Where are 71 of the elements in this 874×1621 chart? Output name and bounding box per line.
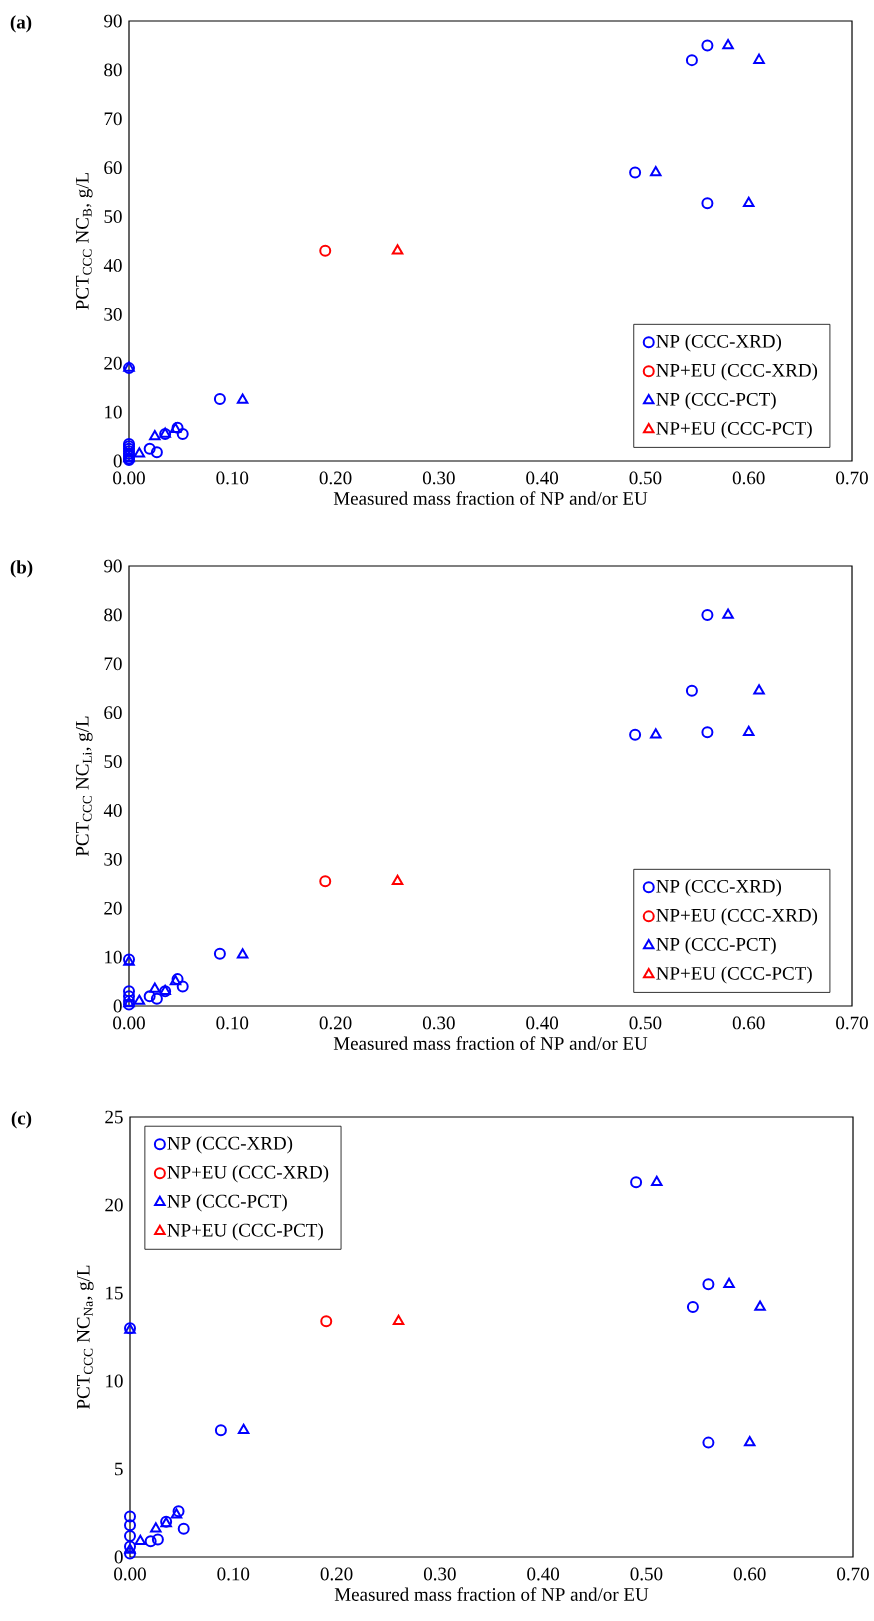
chart-title: (b) (10, 560, 33, 578)
x-tick-label: 0.00 (113, 471, 145, 485)
y-tick-label: 20 (104, 356, 122, 370)
legend-label: NP+EU (CCC-PCT) (656, 421, 812, 439)
x-tick-label: 0.10 (217, 1567, 250, 1581)
x-tick-label: 0.50 (629, 471, 662, 485)
y-tick-label: 50 (104, 210, 122, 223)
y-tick-label: 80 (104, 608, 122, 622)
x-tick-label: 0.70 (836, 1016, 868, 1030)
x-axis-title: Measured mass fraction of NP and/or EU (333, 1036, 648, 1050)
legend-label: NP (CCC-XRD) (656, 334, 782, 352)
y-tick-label: 20 (104, 901, 122, 915)
legend-label: NP+EU (CCC-XRD) (656, 363, 818, 381)
y-tick-label: 10 (106, 1374, 123, 1388)
x-tick-label: 0.10 (216, 1016, 249, 1030)
y-tick-label: 40 (103, 804, 122, 817)
x-tick-label: 0.20 (319, 1016, 352, 1030)
chart-title: (a) (10, 15, 32, 33)
x-tick-label: 0.40 (526, 471, 559, 485)
y-tick-label: 80 (104, 63, 122, 77)
y-tick-label: 0 (114, 1550, 123, 1564)
x-axis-title: Measured mass fraction of NP and/or EU (334, 1587, 649, 1601)
x-tick-label: 0.70 (836, 471, 868, 485)
x-tick-label: 0.60 (732, 1016, 765, 1030)
legend-label: NP+EU (CCC-PCT) (167, 1223, 323, 1241)
x-tick-label: 0.00 (114, 1567, 146, 1581)
y-tick-label: 20 (105, 1198, 123, 1212)
y-tick-label: 10 (105, 950, 122, 964)
legend-label: NP (CCC-XRD) (167, 1136, 293, 1154)
x-tick-label: 0.70 (837, 1567, 869, 1581)
x-tick-label: 0.30 (422, 471, 455, 485)
y-tick-label: 15 (106, 1286, 123, 1300)
y-tick-label: 5 (115, 1462, 123, 1476)
y-tick-label: 40 (103, 259, 122, 272)
x-tick-label: 0.60 (732, 471, 765, 485)
y-axis-title: PCT$_{CCC}$ NC$_{Na}$, g/L (76, 1265, 94, 1409)
y-tick-label: 70 (104, 657, 122, 671)
legend-label: NP (CCC-XRD) (656, 879, 782, 897)
y-tick-label: 0 (113, 999, 122, 1013)
x-tick-label: 0.40 (527, 1567, 560, 1581)
y-tick-label: 90 (104, 14, 122, 28)
x-axis-title: Measured mass fraction of NP and/or EU (333, 491, 648, 505)
legend-label: NP+EU (CCC-XRD) (656, 908, 818, 926)
y-tick-label: 50 (104, 755, 122, 768)
y-tick-label: 60 (104, 706, 122, 720)
x-tick-label: 0.40 (526, 1016, 559, 1030)
y-axis-title: PCT$_{CCC}$ NC$_{B}$, g/L (75, 172, 93, 310)
x-tick-label: 0.10 (216, 471, 249, 485)
y-tick-label: 60 (104, 161, 122, 175)
legend-label: NP+EU (CCC-XRD) (167, 1165, 329, 1183)
x-tick-label: 0.30 (423, 1567, 456, 1581)
x-tick-label: 0.60 (733, 1567, 766, 1581)
y-tick-label: 30 (104, 307, 122, 321)
x-tick-label: 0.20 (320, 1567, 353, 1581)
y-tick-label: 25 (105, 1110, 123, 1124)
chart-title: (c) (11, 1111, 32, 1129)
x-tick-label: 0.50 (630, 1567, 663, 1581)
x-tick-label: 0.30 (422, 1016, 455, 1030)
y-tick-label: 90 (104, 559, 122, 573)
x-tick-label: 0.50 (629, 1016, 662, 1030)
y-tick-label: 70 (104, 112, 122, 126)
y-tick-label: 0 (113, 454, 122, 468)
y-tick-label: 30 (104, 852, 122, 866)
legend-label: NP (CCC-PCT) (167, 1194, 287, 1212)
legend-label: NP (CCC-PCT) (656, 392, 776, 410)
legend-label: NP (CCC-PCT) (656, 937, 776, 955)
x-tick-label: 0.20 (319, 471, 352, 485)
legend-label: NP+EU (CCC-PCT) (656, 966, 812, 984)
y-tick-label: 10 (105, 405, 122, 419)
y-axis-title: PCT$_{CCC}$ NC$_{Li}$, g/L (75, 716, 93, 857)
x-tick-label: 0.00 (113, 1016, 145, 1030)
